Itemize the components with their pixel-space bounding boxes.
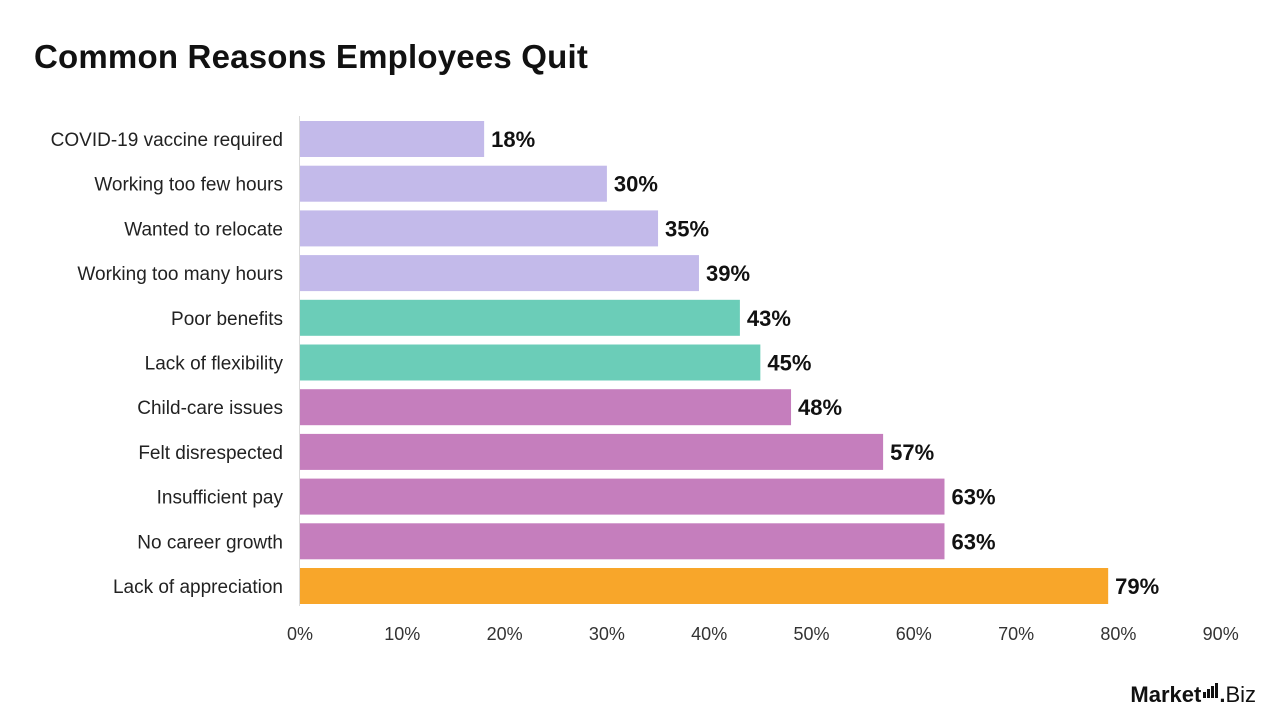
bar xyxy=(300,299,740,336)
x-tick-label: 0% xyxy=(287,624,313,644)
x-tick-label: 50% xyxy=(793,624,829,644)
brand-separator: . xyxy=(1219,682,1226,707)
bar xyxy=(300,121,485,157)
category-label: Felt disrespected xyxy=(138,443,283,464)
bar xyxy=(300,433,884,470)
bars-layer: COVID-19 vaccine required 18% Working too … xyxy=(51,121,1159,604)
bar xyxy=(300,344,761,381)
category-label: Lack of flexibility xyxy=(145,354,284,375)
bar xyxy=(300,478,945,515)
value-label: 79% xyxy=(1115,574,1159,599)
bar xyxy=(300,210,659,247)
brand-suffix: Biz xyxy=(1225,682,1256,707)
x-tick-label: 30% xyxy=(589,624,625,644)
category-label: Poor benefits xyxy=(171,309,283,330)
category-label: No career growth xyxy=(137,532,283,553)
value-label: 48% xyxy=(798,395,842,420)
x-tick-label: 10% xyxy=(384,624,420,644)
value-label: 57% xyxy=(890,440,934,465)
value-label: 39% xyxy=(706,261,750,286)
value-label: 30% xyxy=(614,172,658,197)
brand-bars-icon xyxy=(1202,683,1219,698)
x-tick-label: 60% xyxy=(896,624,932,644)
category-label: Child-care issues xyxy=(137,398,283,419)
category-label: Working too many hours xyxy=(77,264,283,285)
category-label: COVID-19 vaccine required xyxy=(51,130,283,151)
category-label: Wanted to relocate xyxy=(124,219,283,240)
chart-title: Common Reasons Employees Quit xyxy=(34,38,589,75)
bar xyxy=(300,165,607,202)
bar xyxy=(300,568,1109,604)
category-label: Insufficient pay xyxy=(157,488,284,509)
x-tick-label: 40% xyxy=(691,624,727,644)
bar xyxy=(300,255,699,292)
x-tick-label: 20% xyxy=(487,624,523,644)
value-label: 63% xyxy=(951,529,995,554)
value-label: 45% xyxy=(767,351,811,376)
x-tick-label: 80% xyxy=(1100,624,1136,644)
bar xyxy=(300,523,945,560)
bar xyxy=(300,389,792,426)
value-label: 35% xyxy=(665,216,709,241)
x-tick-label: 70% xyxy=(998,624,1034,644)
value-label: 43% xyxy=(747,306,791,331)
category-label: Working too few hours xyxy=(94,175,283,196)
brand-name: Market xyxy=(1130,682,1202,707)
value-label: 18% xyxy=(491,127,535,152)
x-tick-label: 90% xyxy=(1203,624,1239,644)
category-label: Lack of appreciation xyxy=(113,577,283,598)
x-axis-ticks: 0% 10% 20% 30% 40% 50% 60% 70% 80% 90% xyxy=(287,624,1239,644)
value-label: 63% xyxy=(951,485,995,510)
brand-logo: Market . Biz xyxy=(1130,682,1256,708)
